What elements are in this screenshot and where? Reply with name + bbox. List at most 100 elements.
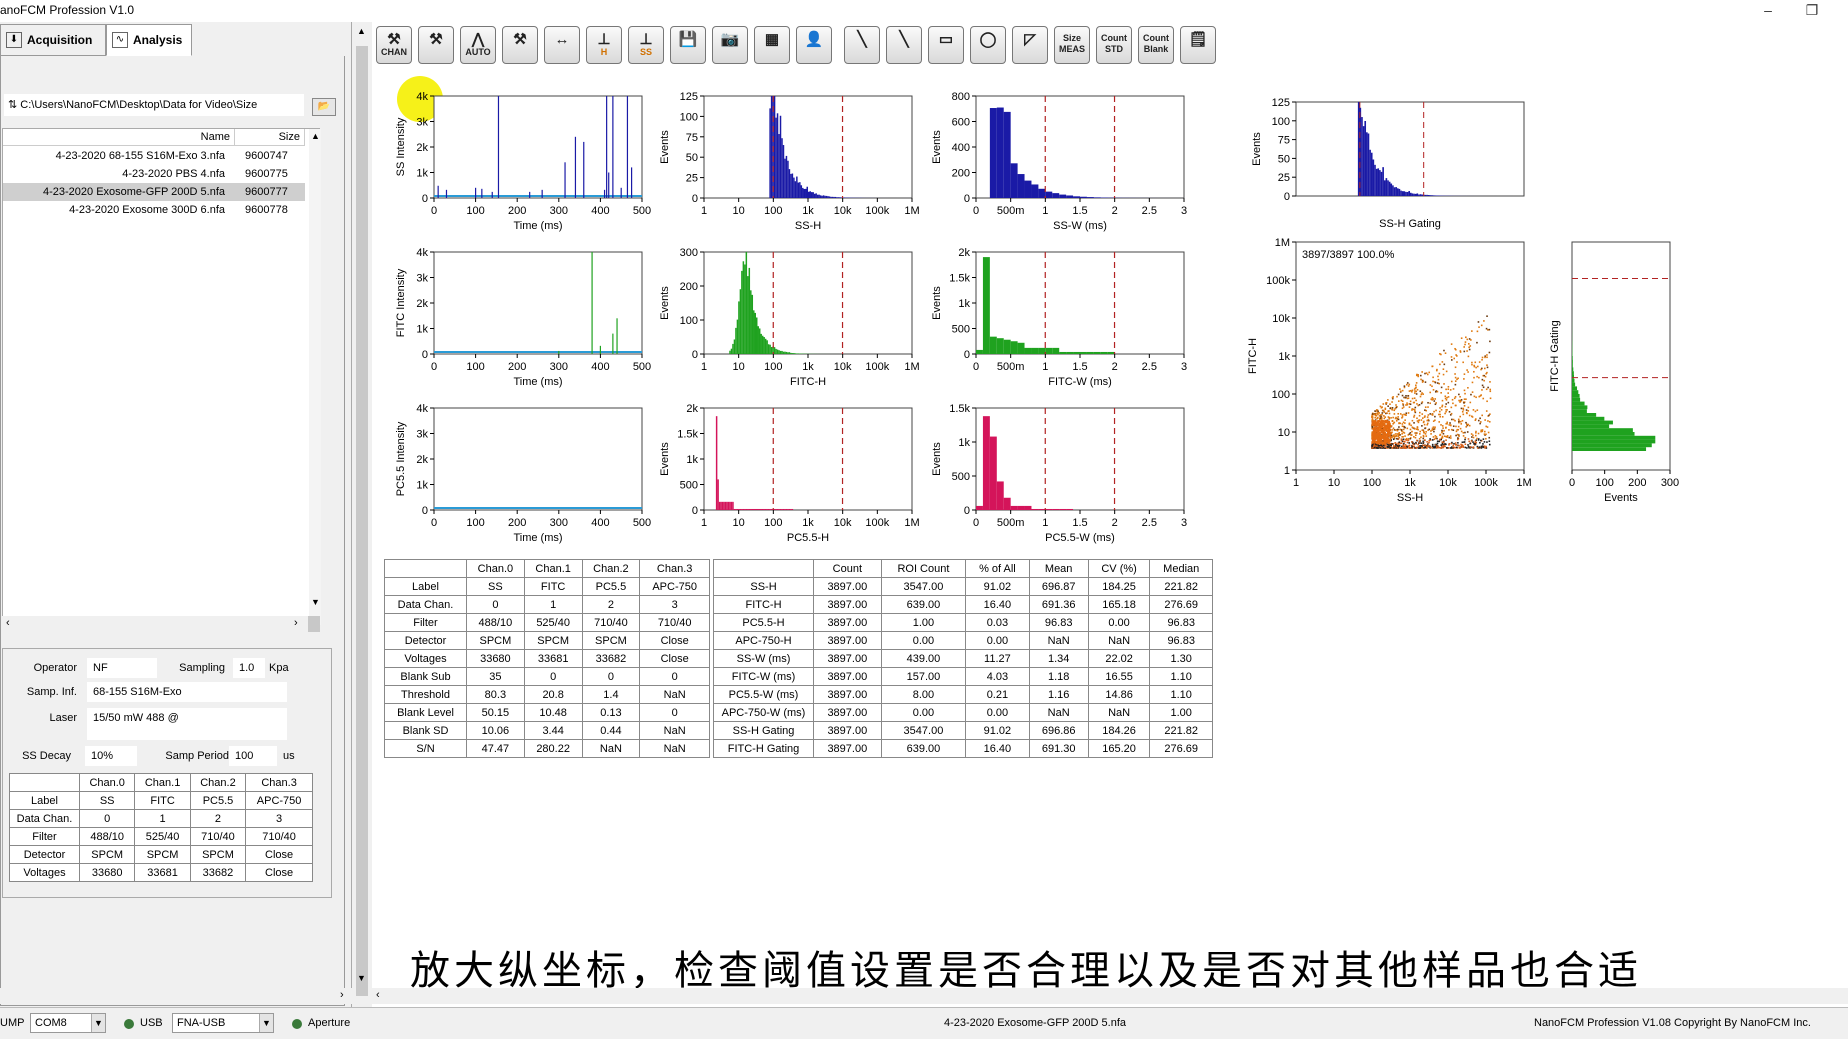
hist-bar — [772, 346, 774, 354]
tick-label: 1k — [416, 480, 428, 492]
samp-period-input[interactable]: 100 — [229, 746, 277, 766]
line1-button[interactable]: ╲ — [844, 26, 880, 64]
scroll-left-icon[interactable]: ‹ — [6, 617, 10, 629]
scatter-point — [1460, 430, 1463, 433]
scroll-right-icon[interactable]: › — [294, 617, 298, 629]
laser-input[interactable]: 15/50 mW 488 @ — [87, 708, 287, 740]
scatter-point — [1399, 388, 1401, 390]
tool4-button[interactable]: ⚒ — [502, 26, 538, 64]
restore-button[interactable]: ❐ — [1805, 2, 1819, 18]
trig-chan-ss-button[interactable]: ⊥ SS — [628, 26, 664, 64]
hist-bar — [781, 508, 783, 510]
scatter-point — [1489, 340, 1491, 343]
com-port-select[interactable]: COM8 ▼ — [30, 1013, 106, 1033]
scatter-point — [1418, 414, 1421, 417]
tab-acquisition[interactable]: ⬇ Acquisition — [0, 24, 106, 56]
scatter-point — [1447, 396, 1450, 398]
scatter-point — [1409, 432, 1412, 434]
scatter-point — [1482, 374, 1485, 377]
polygon-button[interactable]: ◸ — [1012, 26, 1048, 64]
table-cell: Label — [9, 791, 80, 810]
save-button[interactable]: 💾 — [670, 26, 706, 64]
scatter-point — [1425, 435, 1428, 437]
scroll-down-icon[interactable]: ▼ — [357, 973, 366, 983]
tab-analysis[interactable]: ∿ Analysis — [106, 24, 192, 56]
scatter-point — [1411, 426, 1414, 429]
size-meas-button[interactable]: Size MEAS — [1054, 26, 1090, 64]
scatter-point — [1468, 440, 1470, 443]
table-cell: 0.00 — [880, 703, 967, 722]
table-cell: 1.10 — [1149, 685, 1213, 704]
line2-button[interactable]: ╲ — [886, 26, 922, 64]
tick-label: 3k — [416, 273, 428, 285]
h-tool-button[interactable]: ⊥ H — [586, 26, 622, 64]
scatter-point — [1406, 427, 1409, 430]
main-hscroll[interactable]: ‹ — [372, 988, 1848, 1004]
scatter-point — [1395, 404, 1397, 406]
scatter-point — [1447, 392, 1449, 394]
width-button[interactable]: ↔ — [544, 26, 580, 64]
file-list-hscroll[interactable]: ‹ › — [2, 616, 320, 632]
scatter-point — [1398, 422, 1400, 425]
hist-bar — [1572, 413, 1597, 417]
rect-button[interactable]: ▭ — [928, 26, 964, 64]
count-std-button[interactable]: Count STD — [1096, 26, 1132, 64]
column-header-name[interactable]: Name — [3, 129, 235, 146]
hist-bar — [726, 501, 728, 510]
ss-decay-input[interactable]: 10% — [85, 746, 137, 766]
file-row[interactable]: 4-23-2020 PBS 4.nfa 9600775 — [122, 168, 288, 180]
file-list-vscroll[interactable]: ▲ ▼ — [309, 129, 321, 625]
scatter-point — [1393, 434, 1395, 436]
scatter-point — [1371, 416, 1374, 418]
tick-label: 25 — [686, 173, 698, 185]
minimize-button[interactable]: – — [1764, 2, 1772, 18]
open-folder-button[interactable]: 📂 — [312, 98, 336, 116]
file-row[interactable]: 4-23-2020 68-155 S16M-Exo 3.nfa 9600747 — [55, 150, 288, 162]
path-field[interactable]: ⇅ C:\Users\NanoFCM\Desktop\Data for Vide… — [4, 94, 304, 116]
report-button[interactable]: 🗒 — [1180, 26, 1216, 64]
scroll-down-icon[interactable]: ▼ — [311, 597, 320, 607]
x-axis-label: FITC-W (ms) — [1048, 376, 1112, 388]
grid-button[interactable]: ▦ — [754, 26, 790, 64]
camera-button[interactable]: 📷 — [712, 26, 748, 64]
auto-button[interactable]: ⋀ AUTO — [460, 26, 496, 64]
chan-tool-button[interactable]: ⚒ CHAN — [376, 26, 412, 64]
scatter-point — [1403, 432, 1406, 434]
file-row-selected[interactable]: 4-23-2020 Exosome-GFP 200D 5.nfa 9600777 — [3, 183, 305, 201]
tool2-button[interactable]: ⚒ — [418, 26, 454, 64]
tick-label: 10 — [733, 361, 745, 373]
file-row[interactable]: 4-23-2020 Exosome 300D 6.nfa 9600778 — [69, 204, 288, 216]
sampling-input[interactable]: 1.0 — [233, 658, 265, 678]
count-blank-button[interactable]: Count Blank — [1138, 26, 1174, 64]
scatter-point — [1391, 396, 1394, 399]
operator-input[interactable]: NF — [87, 658, 157, 678]
hist-bar — [791, 353, 794, 354]
scroll-up-icon[interactable]: ▲ — [311, 131, 320, 141]
person-button[interactable]: 👤 — [796, 26, 832, 64]
fna-select[interactable]: FNA-USB ▼ — [172, 1013, 274, 1033]
samp-inf-input[interactable]: 68-155 S16M-Exo — [87, 682, 287, 702]
splitter-bar[interactable] — [356, 46, 368, 996]
column-header-size[interactable]: Size — [235, 129, 305, 146]
scatter-point — [1422, 380, 1424, 382]
scroll-up-icon[interactable]: ▲ — [357, 26, 366, 36]
file-list[interactable]: Name Size 4-23-2020 68-155 S16M-Exo 3.nf… — [2, 128, 321, 625]
scroll-right-icon[interactable]: › — [340, 989, 344, 1001]
hist-bar — [1093, 351, 1101, 354]
scatter-point — [1423, 416, 1426, 418]
scatter-point — [1374, 440, 1377, 443]
scatter-point — [1462, 431, 1465, 434]
hist-bar — [843, 197, 846, 198]
scatter-point — [1487, 386, 1489, 389]
scroll-left-icon[interactable]: ‹ — [376, 989, 380, 1001]
scatter-point — [1416, 428, 1418, 431]
left-bottom-scroll[interactable]: › — [0, 988, 352, 1004]
circle-button[interactable]: ◯ — [970, 26, 1006, 64]
table-cell: SPCM — [523, 631, 583, 650]
hist-bar — [831, 196, 834, 198]
scatter-point — [1428, 439, 1431, 442]
scatter-point — [1424, 415, 1426, 417]
scatter-point — [1424, 433, 1427, 435]
scatter-point — [1418, 419, 1421, 421]
table-header-cell: Chan.1 — [134, 773, 191, 792]
